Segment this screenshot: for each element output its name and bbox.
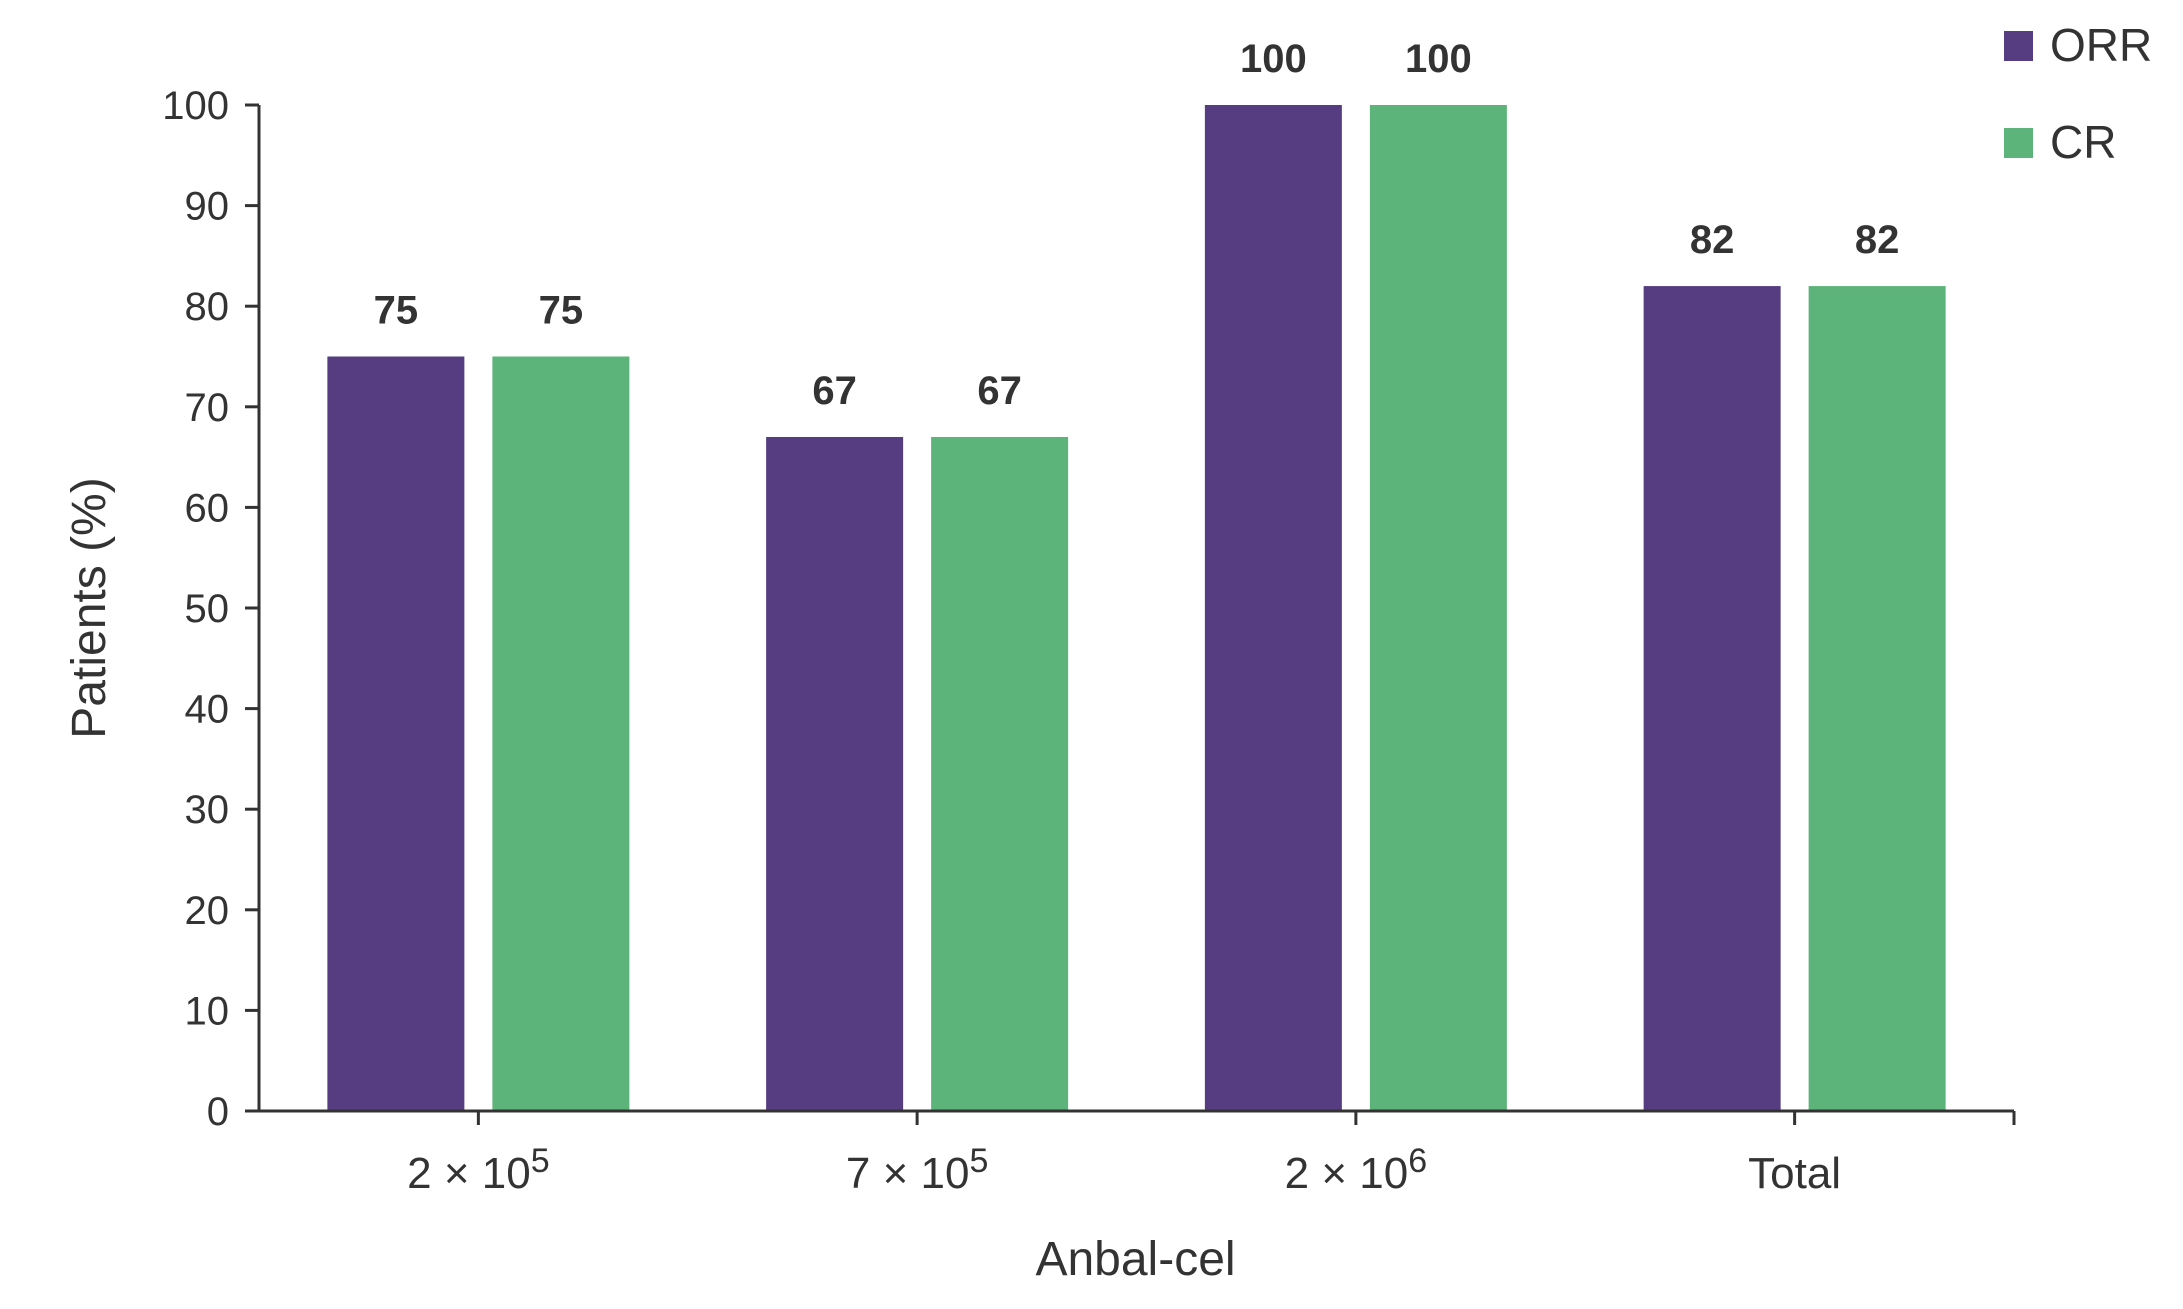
bar-orr — [327, 356, 465, 1111]
y-axis-title: Patients (%) — [63, 477, 116, 738]
legend-swatch-orr — [2004, 31, 2033, 61]
bar-orr — [766, 436, 904, 1112]
x-tick-label: 7 × 105 — [846, 1142, 988, 1198]
data-label: 82 — [1690, 218, 1735, 262]
data-labels-group: 75 75 67 67 100 100 82 82 — [374, 37, 1900, 413]
x-axis-ticks: 2 × 105 7 × 105 2 × 106 Total — [407, 1111, 2016, 1198]
legend-label-cr: CR — [2050, 116, 2116, 168]
bar-cr — [492, 356, 630, 1111]
x-tick-label: 2 × 105 — [407, 1142, 549, 1198]
legend-swatch-cr — [2004, 128, 2033, 158]
y-tick-label: 0 — [207, 1090, 229, 1134]
y-tick-label: 90 — [185, 185, 230, 229]
y-tick-label: 70 — [185, 386, 230, 430]
y-tick-label: 80 — [185, 285, 230, 329]
bar-cr — [1808, 286, 1946, 1112]
bars-group — [327, 105, 1946, 1112]
data-label: 67 — [812, 369, 857, 413]
y-tick-label: 60 — [185, 486, 230, 530]
y-tick-label: 40 — [185, 688, 230, 732]
y-tick-label: 10 — [185, 989, 230, 1033]
bar-cr — [1369, 105, 1507, 1111]
data-label: 75 — [539, 289, 584, 333]
bar-orr — [1204, 105, 1342, 1111]
data-label: 100 — [1240, 37, 1307, 81]
x-tick-label: 2 × 106 — [1285, 1142, 1427, 1198]
y-tick-label: 50 — [185, 587, 230, 631]
y-axis-ticks: 0 10 20 30 40 50 60 70 80 90 100 — [162, 84, 259, 1134]
y-tick-label: 30 — [185, 788, 230, 832]
data-label: 75 — [374, 289, 419, 333]
data-label: 82 — [1855, 218, 1900, 262]
y-tick-label: 20 — [185, 889, 230, 933]
data-label: 100 — [1405, 37, 1472, 81]
y-tick-label: 100 — [162, 84, 229, 128]
x-tick-label: Total — [1748, 1149, 1841, 1198]
bar-cr — [931, 436, 1069, 1112]
data-label: 67 — [977, 369, 1022, 413]
legend-label-orr: ORR — [2050, 19, 2152, 71]
legend: ORR CR — [2004, 19, 2152, 168]
bar-orr — [1643, 286, 1781, 1112]
x-axis-title: Anbal-cel — [1035, 1233, 1235, 1286]
